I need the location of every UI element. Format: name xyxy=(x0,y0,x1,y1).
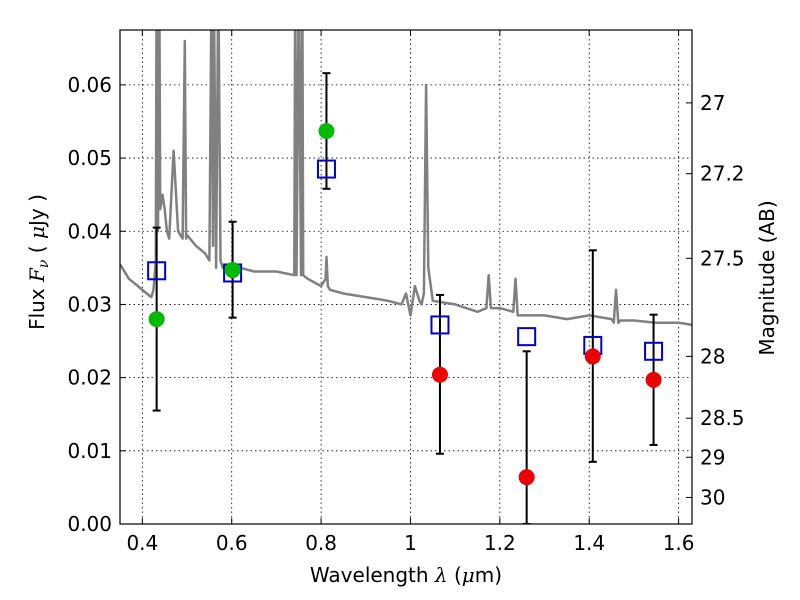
model-photometry-square xyxy=(430,315,450,335)
y-axis-right-label: Magnitude (AB) xyxy=(755,200,779,355)
y-tick-label: 0.01 xyxy=(67,439,112,463)
ticks: 0.4 0.6 0.8 1 1.2 1.4 1.6 0.00 0.01 0.02 0.03 0.04 0… xyxy=(67,30,745,555)
model-photometry-square xyxy=(147,261,167,281)
nondetection-point xyxy=(645,371,662,388)
axes-frame xyxy=(119,29,693,525)
plot-series xyxy=(120,30,692,524)
y-tick-label: 0.06 xyxy=(67,73,112,97)
y-axis-label: Flux Fν ( μJy ) xyxy=(25,194,52,330)
right-tick-label: 27 xyxy=(700,91,725,115)
y-tick-label: 0.05 xyxy=(67,146,112,170)
right-tick-label: 28 xyxy=(700,344,725,368)
nondetection-point xyxy=(431,366,448,383)
y-tick-label: 0.02 xyxy=(67,366,112,390)
y-tick-label: 0.00 xyxy=(67,512,112,536)
x-axis-label: Wavelength λ (μm) xyxy=(310,563,502,587)
nondetection-point xyxy=(518,469,535,486)
x-tick-label: 0.6 xyxy=(216,531,248,555)
x-tick-label: 1.6 xyxy=(663,531,695,555)
detection-point xyxy=(148,311,165,328)
nondetection-point xyxy=(584,348,601,365)
y-tick-label: 0.04 xyxy=(67,219,112,243)
x-tick-label: 0.8 xyxy=(305,531,337,555)
x-tick-label: 1 xyxy=(404,531,417,555)
right-tick-label: 29 xyxy=(700,445,725,469)
x-tick-label: 0.4 xyxy=(126,531,158,555)
plot-area xyxy=(120,30,692,524)
right-tick-label: 30 xyxy=(700,485,725,509)
x-tick-label: 1.4 xyxy=(573,531,605,555)
right-tick-label: 28.5 xyxy=(700,406,745,430)
detection-point xyxy=(224,262,241,279)
right-tick-label: 27.5 xyxy=(700,246,745,270)
x-tick-label: 1.2 xyxy=(484,531,516,555)
detection-point xyxy=(318,122,335,139)
model-photometry-square xyxy=(644,341,664,361)
model-photometry-square xyxy=(517,327,537,347)
model-photometry-square xyxy=(316,159,336,179)
model-spectrum-line xyxy=(120,30,692,327)
y-tick-label: 0.03 xyxy=(67,292,112,316)
right-tick-label: 27.2 xyxy=(700,162,745,186)
